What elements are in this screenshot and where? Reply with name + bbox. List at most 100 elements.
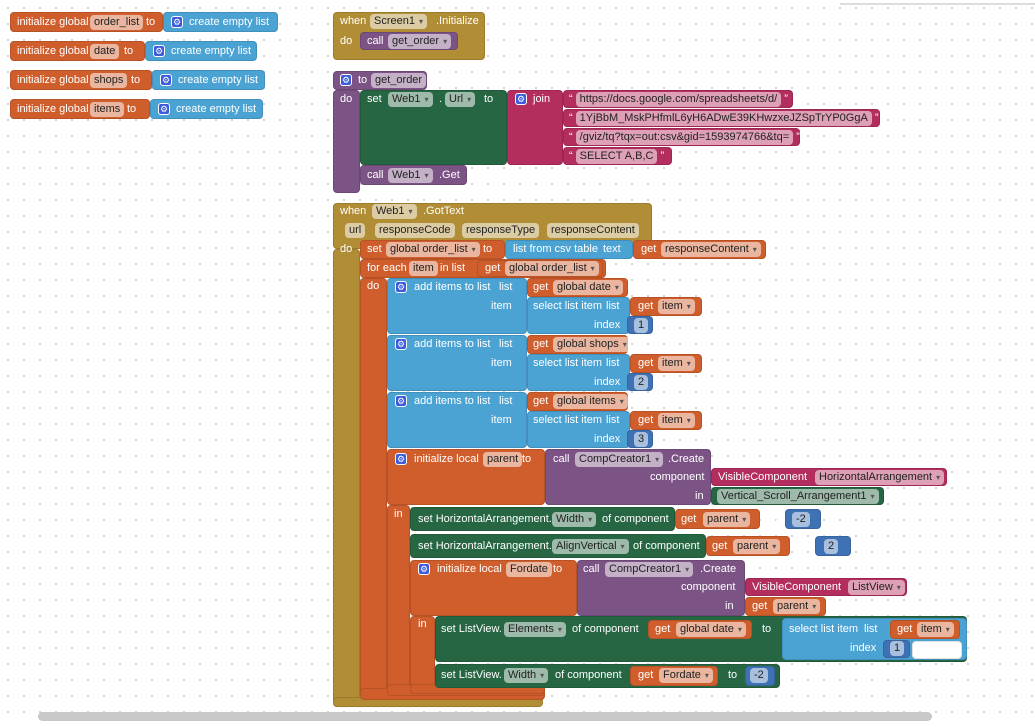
got_text-lv_elements-property[interactable]: Elements ▾ — [504, 621, 566, 637]
gear-icon[interactable]: ⚙ — [395, 281, 407, 293]
got_text-parent-name[interactable]: parent ▾ — [733, 538, 781, 554]
got_text-parent-container[interactable]: Vertical_Scroll_Arrangement1 ▾ — [717, 488, 879, 504]
get_order-call_component[interactable]: Web1 ▾ — [388, 167, 433, 183]
event-param[interactable]: responseCode — [375, 222, 455, 238]
list-from-csv-table-block[interactable] — [505, 240, 633, 259]
got_text-lv_width-property[interactable]: Width ▾ — [504, 667, 549, 683]
block[interactable] — [387, 505, 410, 695]
dropdown-arrow-icon[interactable]: ▾ — [590, 263, 595, 273]
gear-icon[interactable]: ⚙ — [340, 74, 352, 86]
set-ha-width-block[interactable] — [410, 507, 675, 531]
block[interactable] — [360, 278, 387, 698]
dropdown-arrow-icon[interactable]: ▾ — [424, 170, 429, 180]
gear-icon[interactable]: ⚙ — [153, 45, 165, 57]
gear-icon[interactable]: ⚙ — [158, 103, 170, 115]
got_text-var[interactable]: global order_list ▾ — [505, 260, 599, 276]
select-list-item-block[interactable] — [527, 411, 630, 448]
got_text-lv_elements-index[interactable]: 1 — [890, 640, 905, 656]
url-string-2[interactable]: “/gviz/tq?tqx=out:csv&gid=1593974766&tq=… — [569, 129, 800, 145]
got_text-loop_var[interactable]: item ▾ — [658, 355, 695, 371]
got_text-add_targets-0[interactable]: global date ▾ — [676, 621, 746, 637]
select-list-item-block[interactable] — [527, 354, 630, 391]
index-value[interactable]: 3 — [634, 431, 649, 447]
dropdown-arrow-icon[interactable]: ▾ — [686, 301, 691, 311]
got_text-fordate-type[interactable]: ListView ▾ — [848, 579, 905, 595]
got_text-var[interactable]: global order_list ▾ — [386, 241, 480, 257]
got_text-loop_var[interactable]: item ▾ — [658, 298, 695, 314]
dropdown-arrow-icon[interactable]: ▾ — [467, 94, 472, 104]
create-empty-list-block[interactable] — [163, 12, 278, 32]
dropdown-arrow-icon[interactable]: ▾ — [936, 472, 941, 482]
dropdown-arrow-icon[interactable]: ▾ — [557, 624, 562, 634]
block[interactable] — [410, 616, 435, 694]
dropdown-arrow-icon[interactable]: ▾ — [471, 244, 476, 254]
string-value[interactable]: 1YjBbM_MskPHfmlL6yH6ADwE39KHwzxeJZSpTrYP… — [575, 111, 872, 126]
got_text-ha_width-property[interactable]: Width ▾ — [552, 511, 597, 527]
dropdown-arrow-icon[interactable]: ▾ — [945, 624, 950, 634]
event-param[interactable]: responseContent — [547, 222, 639, 238]
string-value[interactable]: https://docs.google.com/spreadsheets/d/ — [575, 92, 782, 107]
dropdown-arrow-icon[interactable]: ▾ — [752, 244, 757, 254]
global-name-field[interactable]: order_list — [90, 14, 144, 30]
dropdown-arrow-icon[interactable]: ▾ — [896, 582, 901, 592]
screen_init-component[interactable]: Screen1 ▾ — [370, 13, 427, 29]
got_text-parent-name[interactable]: parent ▾ — [703, 511, 751, 527]
create-empty-list-block[interactable] — [145, 41, 257, 61]
dropdown-arrow-icon[interactable]: ▾ — [737, 624, 742, 634]
create-empty-list-block[interactable] — [150, 99, 263, 119]
gear-icon[interactable]: ⚙ — [171, 16, 183, 28]
dropdown-arrow-icon[interactable]: ▾ — [812, 601, 817, 611]
add-items-to-list-block[interactable] — [387, 278, 527, 334]
dropdown-arrow-icon[interactable]: ▾ — [772, 541, 777, 551]
dropdown-arrow-icon[interactable]: ▾ — [424, 94, 429, 104]
got_text-loop_var[interactable]: item ▾ — [658, 412, 695, 428]
url-string-0[interactable]: “https://docs.google.com/spreadsheets/d/… — [569, 91, 788, 107]
got_text-lv_width-value[interactable]: -2 — [750, 667, 768, 683]
dropdown-arrow-icon[interactable]: ▾ — [704, 670, 709, 680]
global-name-field[interactable]: items — [90, 101, 125, 117]
index-value[interactable]: 2 — [634, 374, 649, 390]
dropdown-arrow-icon[interactable]: ▾ — [686, 358, 691, 368]
screen_init-procedure[interactable]: get_order ▾ — [388, 33, 452, 49]
get_order-component[interactable]: Web1 ▾ — [388, 91, 433, 107]
got_text-ha_width-value[interactable]: -2 — [792, 511, 810, 527]
local-name-field[interactable]: Fordate — [506, 561, 552, 577]
got_text-parent-creator[interactable]: CompCreator1 ▾ — [575, 451, 664, 467]
got_text-params-3[interactable]: responseContent ▾ — [661, 241, 761, 257]
add-items-to-list-block[interactable] — [387, 335, 527, 391]
dropdown-arrow-icon[interactable]: ▾ — [685, 564, 690, 574]
dropdown-arrow-icon[interactable]: ▾ — [742, 514, 747, 524]
event-param[interactable]: responseType — [462, 222, 540, 238]
gear-icon[interactable]: ⚙ — [395, 338, 407, 350]
dropdown-arrow-icon[interactable]: ▾ — [443, 36, 448, 46]
got_text-ha_align-property[interactable]: AlignVertical ▾ — [552, 538, 629, 554]
dropdown-arrow-icon[interactable]: ▾ — [614, 282, 619, 292]
block[interactable] — [333, 249, 360, 707]
gear-icon[interactable]: ⚙ — [395, 453, 407, 465]
global-name-field[interactable]: date — [90, 43, 120, 59]
index-value[interactable]: 1 — [634, 317, 649, 333]
dropdown-arrow-icon[interactable]: ▾ — [540, 670, 545, 680]
dropdown-arrow-icon[interactable]: ▾ — [588, 514, 593, 524]
got_text-loop_var[interactable]: item ▾ — [917, 621, 954, 637]
create-empty-list-block[interactable] — [152, 70, 265, 90]
url-string-1[interactable]: “1YjBbM_MskPHfmlL6yH6ADwE39KHwzxeJZSpTrY… — [569, 110, 878, 126]
local-name-field[interactable]: parent — [483, 451, 523, 467]
dropdown-arrow-icon[interactable]: ▾ — [870, 491, 875, 501]
add-items-to-list-block[interactable] — [387, 392, 527, 448]
got_text-add_targets-0[interactable]: global date ▾ — [553, 279, 623, 295]
dropdown-arrow-icon[interactable]: ▾ — [418, 16, 423, 26]
got_text-fordate-name[interactable]: Fordate ▾ — [659, 667, 713, 683]
gear-icon[interactable]: ⚙ — [418, 563, 430, 575]
event-param[interactable]: url — [345, 222, 366, 238]
got_text-add_targets-2[interactable]: global items ▾ — [553, 393, 628, 409]
got_text-fordate-creator[interactable]: CompCreator1 ▾ — [605, 561, 694, 577]
get_order-property[interactable]: Url ▾ — [445, 91, 476, 107]
horizontal-scrollbar[interactable] — [38, 712, 932, 721]
got_text-component[interactable]: Web1 ▾ — [372, 203, 417, 219]
gear-icon[interactable]: ⚙ — [395, 395, 407, 407]
block[interactable] — [410, 684, 545, 694]
got_text-parent-type[interactable]: HorizontalArrangement ▾ — [815, 469, 945, 485]
gear-icon[interactable]: ⚙ — [160, 74, 172, 86]
select-list-item-block[interactable] — [527, 297, 630, 334]
